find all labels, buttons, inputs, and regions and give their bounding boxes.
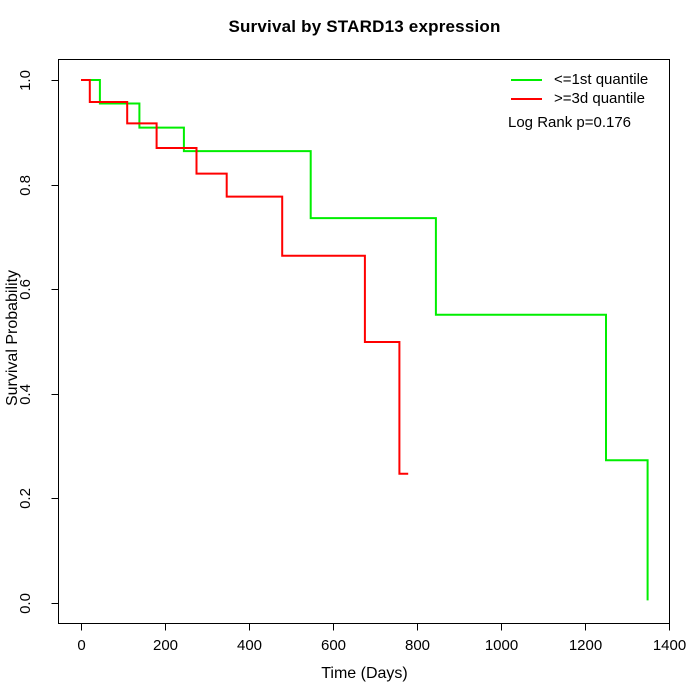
km-curve-low-expression — [81, 79, 649, 601]
y-axis-label: Survival Probability — [4, 269, 21, 407]
chart-title: Survival by STARD13 expression — [228, 17, 501, 36]
legend-red-line-icon — [511, 97, 542, 100]
y-tick-label: 0.6 — [17, 279, 34, 300]
x-tick-label: 1400 — [653, 637, 686, 654]
x-tick-label: 800 — [405, 637, 430, 654]
x-tick-label: 1000 — [485, 637, 518, 654]
x-axis-label: Time (Days) — [321, 665, 408, 682]
y-tick-label: 0.0 — [17, 593, 34, 614]
km-curve-high-expression — [81, 79, 409, 475]
legend-item-high-expression: >=3d quantile — [511, 89, 648, 108]
x-tick-label: 400 — [237, 637, 262, 654]
legend-item-low-expression: <=1st quantile — [511, 70, 648, 89]
legend-green-line-icon — [511, 78, 542, 81]
x-tick-label: 0 — [77, 637, 85, 654]
legend-label-high-expression: >=3d quantile — [554, 90, 645, 107]
x-tick-label: 600 — [321, 637, 346, 654]
x-tick-label: 200 — [153, 637, 178, 654]
plot-border — [58, 59, 670, 624]
log-rank-annotation: Log Rank p=0.176 — [508, 114, 632, 131]
legend: <=1st quantile >=3d quantile — [511, 70, 648, 108]
x-tick-label: 1200 — [569, 637, 602, 654]
y-tick-label: 0.2 — [17, 488, 34, 509]
y-tick-label: 1.0 — [17, 70, 34, 91]
legend-label-low-expression: <=1st quantile — [554, 71, 649, 88]
y-tick-label: 0.8 — [17, 175, 34, 196]
y-tick-label: 0.4 — [17, 384, 34, 405]
